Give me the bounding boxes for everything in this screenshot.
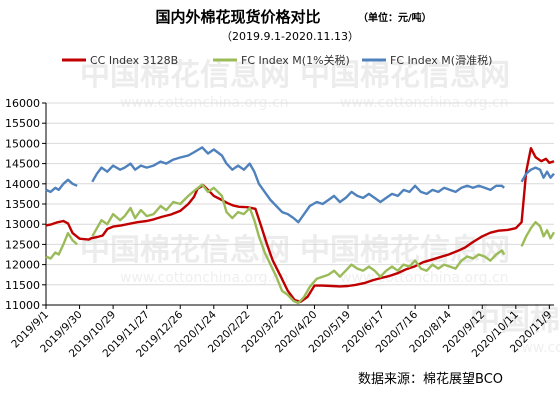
series-layer [45,146,556,305]
y-axis: 11000 11500 12000 12500 13000 13500 14000 14500… [5,97,46,312]
chart-title: 国内外棉花现货价格对比 [155,8,320,26]
watermark-text: 中国棉花信息网 [80,233,290,268]
watermark-text: 中国棉花信息网 [300,233,510,268]
unit-note: （单位：元/吨） [358,11,432,24]
watermark-url: www.cottonchina.org.cn [120,270,289,286]
legend: CC Index 3128B FC Index M(1%关税) FC Index M… [62,53,492,67]
watermark-url: www.cottonchina.org.cn [510,340,560,356]
y-tick-label: 11500 [5,279,40,292]
y-tick-label: 14000 [5,178,40,191]
chart-subtitle: （2019.9.1-2020.11.13） [221,30,359,43]
y-tick-label: 12500 [5,238,40,251]
legend-label: FC Index M(1%关税) [241,53,350,67]
watermark-text: 中国棉花信息网 [470,303,560,338]
legend-label: FC Index M(滑准税) [390,53,492,67]
y-tick-label: 16000 [5,97,40,110]
y-tick-label: 15500 [5,117,40,130]
y-tick-label: 13000 [5,218,40,231]
series-line [45,183,556,305]
watermark-text: 中国棉花信息网 [300,58,510,93]
watermark-text: 中国棉花信息网 [80,58,290,93]
data-source: 数据来源：棉花展望BCO [358,371,503,387]
y-tick-label: 14500 [5,158,40,171]
y-tick-label: 13500 [5,198,40,211]
legend-label: CC Index 3128B [90,54,178,67]
y-tick-label: 11000 [5,299,40,312]
series-line [45,146,555,224]
y-tick-label: 12000 [5,259,40,272]
series-line [45,147,555,303]
y-tick-label: 15000 [5,137,40,150]
